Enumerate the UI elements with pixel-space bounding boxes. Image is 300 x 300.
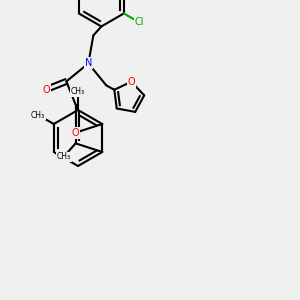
Text: O: O	[42, 85, 50, 94]
Text: O: O	[128, 77, 135, 87]
Text: CH₃: CH₃	[71, 88, 85, 97]
Text: N: N	[85, 58, 92, 68]
Text: CH₃: CH₃	[31, 110, 45, 119]
Text: O: O	[72, 128, 80, 138]
Text: Cl: Cl	[135, 17, 144, 27]
Text: CH₃: CH₃	[57, 152, 71, 161]
